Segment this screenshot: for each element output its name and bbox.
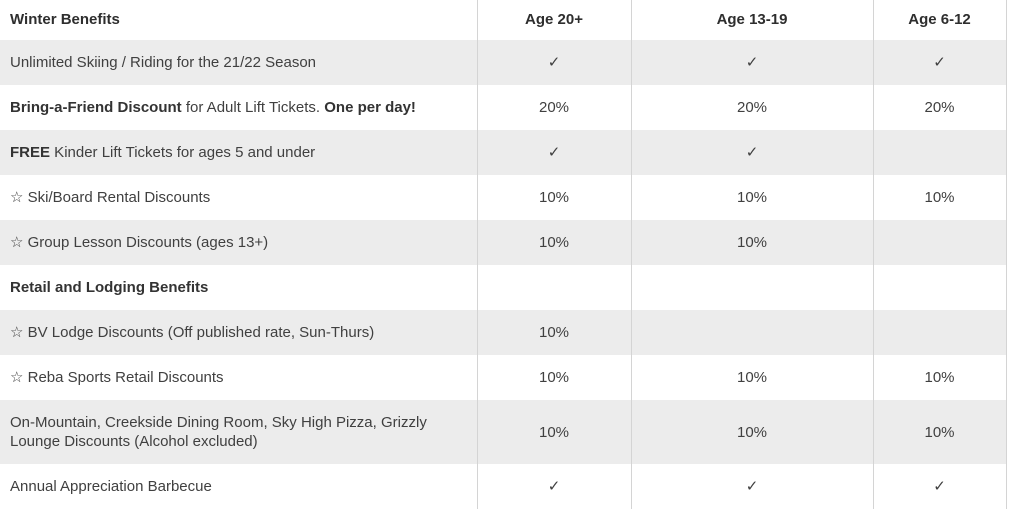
value-cell: 20%	[476, 85, 631, 130]
value-cell: 20%	[872, 85, 1007, 130]
value-cell: 10%	[476, 220, 631, 265]
check-icon: ✓	[745, 478, 759, 495]
benefit-label-bold: Bring-a-Friend Discount	[10, 99, 182, 116]
check-cell: ✓	[872, 464, 1007, 509]
column-header-age-13-19: Age 13-19	[630, 0, 873, 40]
value-cell: 10%	[630, 400, 873, 464]
check-icon: ✓	[745, 144, 759, 161]
value-cell: 10%	[872, 175, 1007, 220]
header-row: Winter Benefits Age 20+ Age 13-19 Age 6-…	[0, 0, 1007, 40]
check-icon: ✓	[547, 144, 561, 161]
benefit-label-bold: FREE	[10, 144, 51, 161]
benefit-label-bold: One per day!	[324, 99, 416, 116]
star-icon: ☆	[10, 324, 28, 341]
empty-cell	[872, 130, 1007, 175]
star-icon: ☆	[10, 189, 28, 206]
check-cell: ✓	[476, 130, 631, 175]
empty-cell	[872, 220, 1007, 265]
benefit-cell: On-Mountain, Creekside Dining Room, Sky …	[0, 400, 477, 464]
benefit-cell: Bring-a-Friend Discount for Adult Lift T…	[0, 85, 477, 130]
empty-cell	[630, 265, 873, 310]
benefit-cell: Retail and Lodging Benefits	[0, 265, 477, 310]
check-cell: ✓	[476, 40, 631, 85]
value-cell: 10%	[630, 220, 873, 265]
benefit-cell: FREE Kinder Lift Tickets for ages 5 and …	[0, 130, 477, 175]
table-body: Unlimited Skiing / Riding for the 21/22 …	[0, 40, 1007, 509]
benefit-cell: ☆ Ski/Board Rental Discounts	[0, 175, 477, 220]
check-cell: ✓	[872, 40, 1007, 85]
empty-cell	[872, 265, 1007, 310]
check-icon: ✓	[933, 54, 946, 71]
table-row: ☆ BV Lodge Discounts (Off published rate…	[0, 310, 1007, 355]
value-cell: 10%	[630, 355, 873, 400]
table-row: ☆ Reba Sports Retail Discounts 10% 10% 10%	[0, 355, 1007, 400]
table-row: Annual Appreciation Barbecue ✓ ✓ ✓	[0, 464, 1007, 509]
check-icon: ✓	[547, 54, 561, 71]
table-row: Bring-a-Friend Discount for Adult Lift T…	[0, 85, 1007, 130]
benefit-cell: Unlimited Skiing / Riding for the 21/22 …	[0, 40, 477, 85]
benefit-label-bold: Retail and Lodging Benefits	[10, 279, 209, 296]
table-row: ☆ Group Lesson Discounts (ages 13+) 10% 10…	[0, 220, 1007, 265]
check-icon: ✓	[745, 54, 759, 71]
benefit-cell: ☆ Reba Sports Retail Discounts	[0, 355, 477, 400]
star-icon: ☆	[10, 369, 28, 386]
value-cell: 20%	[630, 85, 873, 130]
table-row: Retail and Lodging Benefits	[0, 265, 1007, 310]
check-icon: ✓	[547, 478, 561, 495]
star-icon: ☆	[10, 234, 28, 251]
benefit-cell: ☆ BV Lodge Discounts (Off published rate…	[0, 310, 477, 355]
value-cell: 10%	[872, 400, 1007, 464]
empty-cell	[872, 310, 1007, 355]
empty-cell	[476, 265, 631, 310]
value-cell: 10%	[476, 310, 631, 355]
value-cell: 10%	[476, 355, 631, 400]
column-header-age-6-12: Age 6-12	[872, 0, 1007, 40]
value-cell: 10%	[872, 355, 1007, 400]
table-row: Unlimited Skiing / Riding for the 21/22 …	[0, 40, 1007, 85]
check-cell: ✓	[630, 130, 873, 175]
empty-cell	[630, 310, 873, 355]
value-cell: 10%	[476, 175, 631, 220]
column-header-winter-benefits: Winter Benefits	[0, 0, 477, 40]
check-cell: ✓	[630, 464, 873, 509]
table-row: ☆ Ski/Board Rental Discounts 10% 10% 10%	[0, 175, 1007, 220]
benefit-cell: Annual Appreciation Barbecue	[0, 464, 477, 509]
benefit-cell: ☆ Group Lesson Discounts (ages 13+)	[0, 220, 477, 265]
check-cell: ✓	[630, 40, 873, 85]
check-icon: ✓	[933, 478, 946, 495]
column-header-age-20plus: Age 20+	[476, 0, 631, 40]
check-cell: ✓	[476, 464, 631, 509]
value-cell: 10%	[476, 400, 631, 464]
value-cell: 10%	[630, 175, 873, 220]
table-row: On-Mountain, Creekside Dining Room, Sky …	[0, 400, 1007, 464]
table-row: FREE Kinder Lift Tickets for ages 5 and …	[0, 130, 1007, 175]
